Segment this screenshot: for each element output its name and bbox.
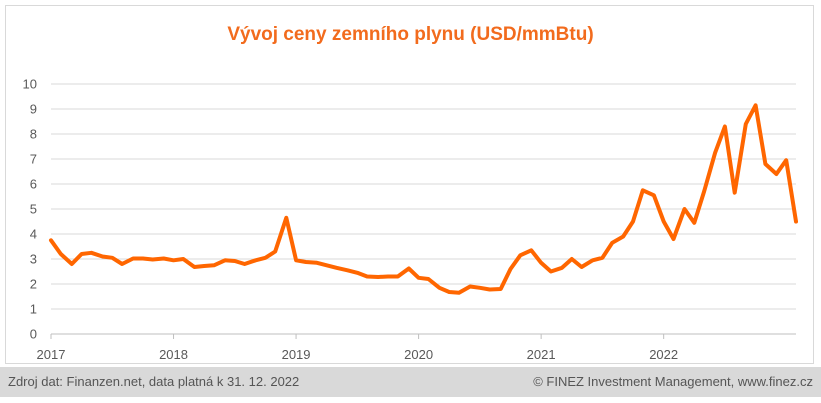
y-axis: 0 1 2 3 4 5 6 7 8 9 10 <box>23 77 37 342</box>
x-tick-label: 2021 <box>527 347 556 362</box>
y-tick-label: 1 <box>30 302 37 317</box>
x-tick-label: 2019 <box>282 347 311 362</box>
y-tick-label: 6 <box>30 177 37 192</box>
source-note: Zdroj dat: Finanzen.net, data platná k 3… <box>8 374 300 389</box>
copyright-note: © FINEZ Investment Management, www.finez… <box>533 374 813 389</box>
y-tick-label: 5 <box>30 202 37 217</box>
y-tick-label: 10 <box>23 77 37 92</box>
x-tick-label: 2020 <box>404 347 433 362</box>
x-tick-label: 2018 <box>159 347 188 362</box>
x-tick-label: 2017 <box>37 347 66 362</box>
y-tick-label: 2 <box>30 277 37 292</box>
y-tick-label: 3 <box>30 252 37 267</box>
y-tick-label: 4 <box>30 227 37 242</box>
y-tick-label: 7 <box>30 152 37 167</box>
series-group <box>49 103 798 295</box>
gridlines <box>51 83 796 335</box>
x-axis: 2017 2018 2019 2020 2021 2022 <box>37 334 678 362</box>
y-tick-label: 9 <box>30 102 37 117</box>
line-chart: 0 1 2 3 4 5 6 7 8 9 10 2017 2018 2019 2020 2021 2022 <box>23 77 798 362</box>
chart-title: Vývoj ceny zemního plynu (USD/mmBtu) <box>227 24 594 45</box>
y-tick-label: 0 <box>30 327 37 342</box>
x-tick-label: 2022 <box>649 347 678 362</box>
series-line-0 <box>49 103 798 295</box>
y-tick-label: 8 <box>30 127 37 142</box>
footer-bar: Zdroj dat: Finanzen.net, data platná k 3… <box>0 367 821 397</box>
